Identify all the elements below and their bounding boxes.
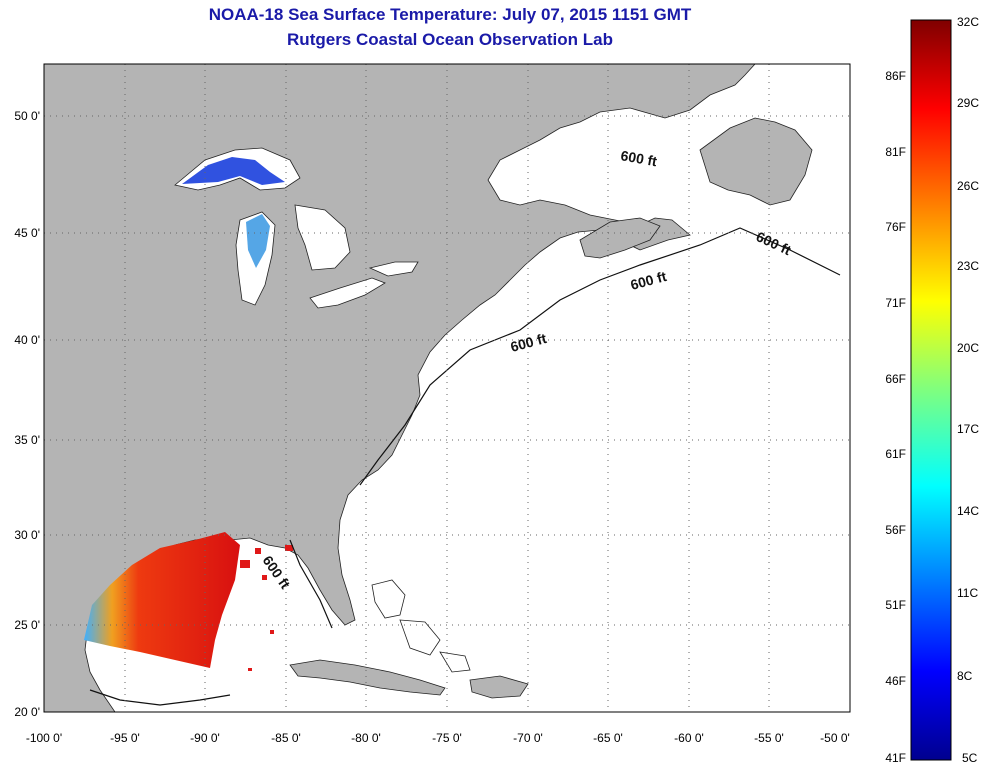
land-nova-scotia [579,217,661,259]
colorbar-f-label: 66F [885,372,906,386]
colorbar-c-label: 17C [957,422,979,436]
colorbar-f-label: 46F [885,674,906,688]
lon-tick-label: -95 0' [110,731,140,745]
isobath-label: 600 ft [619,147,658,169]
colorbar-c-label: 5C [962,751,978,765]
lake-erie [309,277,386,309]
lake-superior-sst [182,157,285,185]
colorbar-f-label: 76F [885,220,906,234]
colorbar-f-label: 86F [885,69,906,83]
colorbar-c-label: 23C [957,259,979,273]
lon-tick-label: -50 0' [820,731,850,745]
land-newfoundland [699,117,813,206]
lake-huron [294,204,351,271]
lon-tick-label: -70 0' [513,731,543,745]
colorbar-fahrenheit-labels: 86F 81F 76F 71F 66F 61F 56F 51F 46F 41F [885,69,906,765]
lat-tick-label: 35 0' [14,433,40,447]
colorbar-celsius-labels: 32C 29C 26C 23C 20C 17C 14C 11C 8C 5C [957,15,979,765]
lon-tick-label: -60 0' [674,731,704,745]
lon-axis: -100 0' -95 0' -90 0' -85 0' -80 0' -75 … [26,731,850,745]
colorbar [910,19,952,761]
colorbar-f-label: 41F [885,751,906,765]
lake-michigan-sst [246,214,270,268]
colorbar-c-label: 20C [957,341,979,355]
colorbar-f-label: 51F [885,598,906,612]
colorbar-f-label: 71F [885,296,906,310]
lon-tick-label: -80 0' [351,731,381,745]
isobath-600ft [89,227,841,706]
gulf-sst-swath [84,532,240,668]
lon-tick-label: -75 0' [432,731,462,745]
colorbar-f-label: 81F [885,145,906,159]
gulf-sst-specks [240,545,293,671]
graticule [44,64,850,712]
colorbar-c-label: 14C [957,504,979,518]
map-title: NOAA-18 Sea Surface Temperature: July 07… [208,5,692,24]
lon-tick-label: -65 0' [593,731,623,745]
lat-tick-label: 40 0' [14,333,40,347]
lat-tick-label: 20 0' [14,705,40,719]
lon-tick-label: -90 0' [190,731,220,745]
colorbar-f-label: 56F [885,523,906,537]
lon-tick-label: -100 0' [26,731,62,745]
lon-tick-label: -55 0' [754,731,784,745]
colorbar-c-label: 11C [957,586,978,600]
colorbar-f-label: 61F [885,447,906,461]
lake-ontario [368,261,419,277]
map-subtitle: Rutgers Coastal Ocean Observation Lab [287,30,613,49]
lat-tick-label: 25 0' [14,618,40,632]
colorbar-c-label: 32C [957,15,979,29]
lat-axis: 20 0' 25 0' 30 0' 35 0' 40 0' 45 0' 50 0… [14,109,40,719]
land-hispaniola [469,675,529,699]
land-cuba [289,659,446,696]
bahamas-banks [371,579,471,673]
lat-tick-label: 50 0' [14,109,40,123]
colorbar-c-label: 26C [957,179,979,193]
lat-tick-label: 30 0' [14,528,40,542]
map-frame [43,63,851,713]
colorbar-c-label: 8C [957,669,973,683]
lat-tick-label: 45 0' [14,226,40,240]
lon-tick-label: -85 0' [271,731,301,745]
colorbar-c-label: 29C [957,96,979,110]
